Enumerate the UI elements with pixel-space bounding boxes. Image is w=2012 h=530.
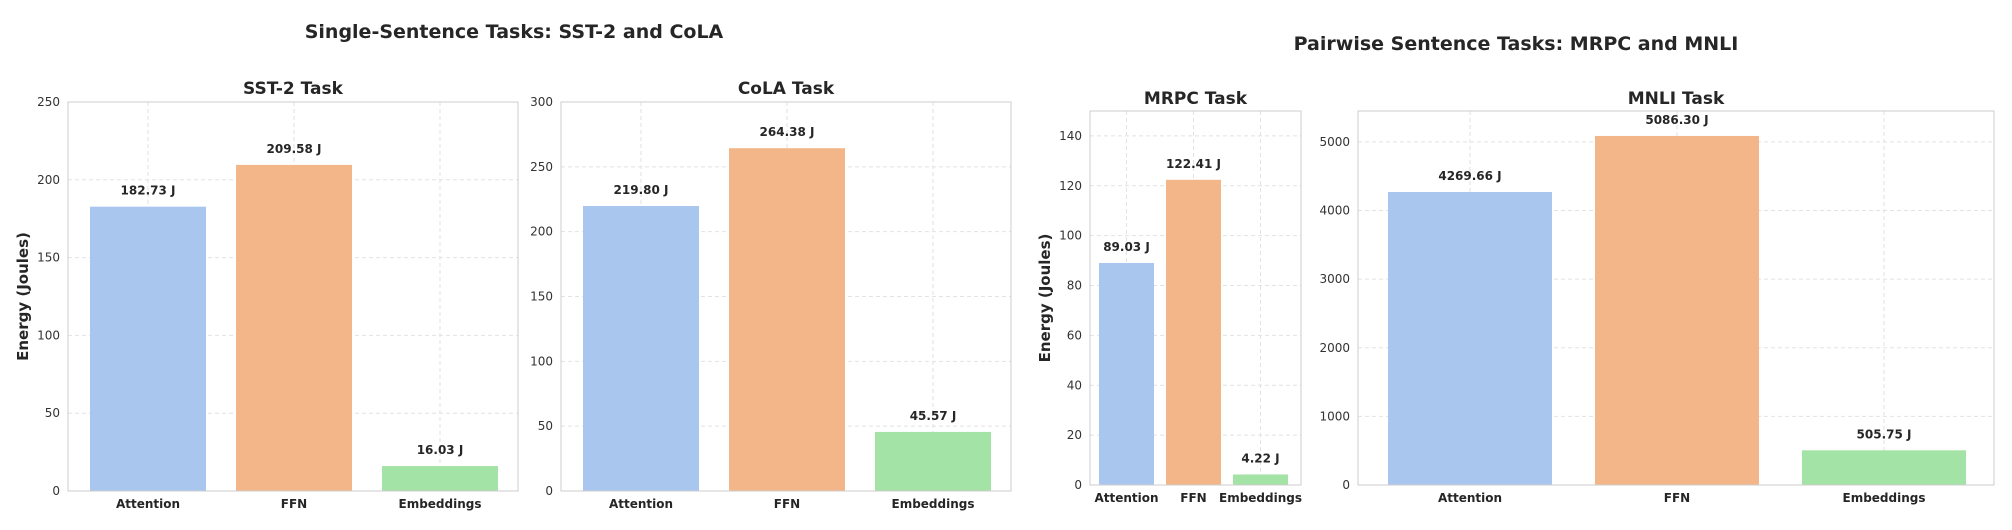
- mrpc-task-bar-attention: [1099, 263, 1154, 485]
- sst-2-task-data-label-attention: 182.73 J: [121, 184, 176, 198]
- sst-2-task-y-tick-label: 50: [45, 406, 60, 420]
- cola-task-y-tick-label: 100: [530, 354, 553, 368]
- mrpc-task-y-tick-label: 60: [1067, 328, 1082, 342]
- mrpc-task-y-axis-label: Energy (Joules): [1036, 234, 1054, 363]
- mnli-task-y-tick-label: 3000: [1319, 272, 1350, 286]
- cola-task-category-label-ffn: FFN: [774, 497, 800, 511]
- mnli-task-y-tick-label: 2000: [1319, 341, 1350, 355]
- sst-2-task-category-label-embeddings: Embeddings: [399, 497, 482, 511]
- mnli-task-bar-attention: [1388, 191, 1552, 485]
- sst-2-task-data-label-ffn: 209.58 J: [267, 142, 322, 156]
- cola-task-data-label-attention: 219.80 J: [614, 183, 669, 197]
- sst-2-task-bar-attention: [90, 206, 206, 491]
- sst-2-task-y-tick-label: 200: [37, 173, 60, 187]
- sst-2-task-category-label-ffn: FFN: [281, 497, 307, 511]
- mrpc-task-data-label-attention: 89.03 J: [1103, 240, 1150, 254]
- cola-task-plot-frame: [560, 101, 1012, 492]
- left-figure-title: Single-Sentence Tasks: SST-2 and CoLA: [305, 21, 724, 43]
- right-figure-title: Pairwise Sentence Tasks: MRPC and MNLI: [1294, 33, 1739, 55]
- cola-task-y-tick-label: 150: [530, 290, 553, 304]
- cola-panel: 219.80 J Attention 264.38 J FFN 45.57 J Embed…: [530, 79, 1012, 511]
- sst-2-task-y-axis-label: Energy (Joules): [14, 232, 32, 361]
- mnli-task-y-tick-label: 1000: [1319, 409, 1350, 423]
- cola-task-bar-ffn: [729, 148, 845, 492]
- mrpc-task-title: MRPC Task: [1144, 89, 1248, 109]
- cola-task-y-tick-label: 200: [530, 225, 553, 239]
- cola-task-bar-embeddings: [875, 431, 991, 491]
- sst-2-task-category-label-attention: Attention: [116, 497, 180, 511]
- mrpc-task-plot-frame: [1089, 110, 1302, 486]
- mnli-task-data-label-ffn: 5086.30 J: [1645, 113, 1708, 127]
- mnli-task-data-label-embeddings: 505.75 J: [1857, 427, 1912, 441]
- mrpc-task-category-label-attention: Attention: [1094, 491, 1158, 505]
- mrpc-task-category-label-ffn: FFN: [1180, 491, 1206, 505]
- mnli-task-category-label-ffn: FFN: [1664, 491, 1690, 505]
- mnli-task-title: MNLI Task: [1628, 89, 1725, 109]
- cola-task-title: CoLA Task: [738, 79, 835, 99]
- mrpc-task-y-tick-label: 100: [1059, 229, 1082, 243]
- mnli-task-category-label-embeddings: Embeddings: [1843, 491, 1926, 505]
- mnli-task-bar-embeddings: [1802, 450, 1966, 485]
- sst-2-task-y-tick-label: 150: [37, 251, 60, 265]
- mrpc-task-data-label-embeddings: 4.22 J: [1241, 451, 1279, 465]
- mnli-task-y-tick-label: 4000: [1319, 204, 1350, 218]
- mnli-panel: 4269.66 J Attention 5086.30 J FFN 505.75 J Em…: [1319, 89, 1995, 505]
- mrpc-task-category-label-embeddings: Embeddings: [1219, 491, 1302, 505]
- mrpc-panel: 89.03 J Attention 122.41 J FFN 4.22 J Embeddi…: [1036, 89, 1302, 505]
- mrpc-task-bar-embeddings: [1233, 474, 1288, 485]
- sst-2-task-y-tick-label: 250: [37, 95, 60, 109]
- mnli-task-data-label-attention: 4269.66 J: [1438, 169, 1501, 183]
- mrpc-task-y-tick-label: 80: [1067, 279, 1082, 293]
- mrpc-task-bar-ffn: [1166, 179, 1221, 485]
- cola-task-data-label-embeddings: 45.57 J: [910, 409, 957, 423]
- mrpc-task-y-tick-label: 140: [1059, 129, 1082, 143]
- cola-task-y-tick-label: 300: [530, 95, 553, 109]
- sst-2-task-y-tick-label: 0: [52, 484, 60, 498]
- cola-task-category-label-attention: Attention: [609, 497, 673, 511]
- mnli-task-category-label-attention: Attention: [1438, 491, 1502, 505]
- sst-2-task-y-tick-label: 100: [37, 328, 60, 342]
- sst-2-task-bar-embeddings: [382, 466, 498, 491]
- sst-2-task-title: SST-2 Task: [243, 79, 344, 99]
- mnli-task-y-tick-label: 5000: [1319, 135, 1350, 149]
- sst-2-task-plot-frame: [67, 101, 519, 492]
- cola-task-category-label-embeddings: Embeddings: [892, 497, 975, 511]
- mnli-task-y-tick-label: 0: [1342, 478, 1350, 492]
- sst-2-task-bar-ffn: [236, 164, 352, 491]
- cola-task-data-label-ffn: 264.38 J: [760, 125, 815, 139]
- mrpc-task-data-label-ffn: 122.41 J: [1166, 157, 1221, 171]
- mrpc-task-y-tick-label: 40: [1067, 378, 1082, 392]
- cola-task-y-tick-label: 0: [545, 484, 553, 498]
- mrpc-task-y-tick-label: 120: [1059, 179, 1082, 193]
- cola-task-bar-attention: [583, 205, 699, 491]
- sst2-panel: 182.73 J Attention 209.58 J FFN 16.03 J Embed…: [14, 79, 519, 511]
- mrpc-task-y-tick-label: 0: [1074, 478, 1082, 492]
- sst-2-task-data-label-embeddings: 16.03 J: [417, 443, 464, 457]
- mnli-task-bar-ffn: [1595, 135, 1759, 485]
- mrpc-task-y-tick-label: 20: [1067, 428, 1082, 442]
- cola-task-y-tick-label: 250: [530, 160, 553, 174]
- mnli-task-plot-frame: [1357, 110, 1995, 486]
- cola-task-y-tick-label: 50: [538, 419, 553, 433]
